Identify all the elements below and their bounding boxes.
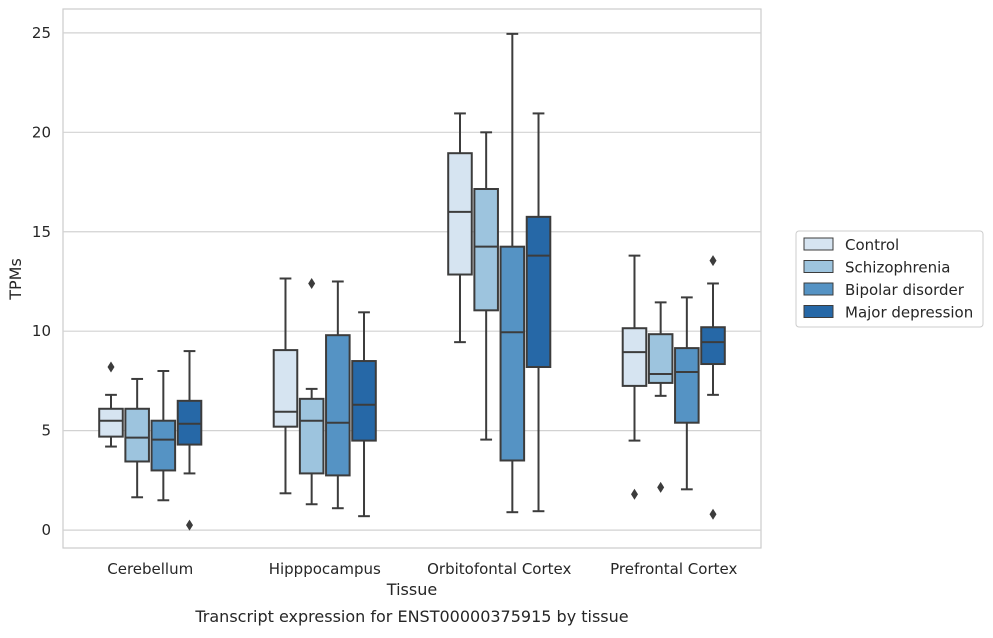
- y-tick-label: 5: [41, 422, 51, 440]
- box-iqr: [325, 334, 351, 477]
- box-iqr: [473, 187, 499, 312]
- box-group: [674, 296, 700, 491]
- legend-label: Control: [845, 236, 899, 254]
- box-group: [473, 131, 499, 441]
- box-iqr: [447, 152, 473, 276]
- legend-swatch: [803, 260, 834, 273]
- x-tick-labels: Cerebellum Hipppocampus Orbitofontal Corte…: [107, 560, 737, 578]
- box-group: [499, 32, 526, 514]
- legend-label: Schizophrenia: [845, 259, 950, 277]
- outlier-point: [630, 488, 638, 500]
- x-axis-label: Tissue: [386, 580, 437, 599]
- legend-swatch: [803, 282, 834, 296]
- y-tick-labels: 0 5 10 15 20 25: [32, 24, 51, 539]
- box-iqr: [647, 333, 674, 384]
- box-iqr: [298, 397, 325, 475]
- box-group: [150, 369, 177, 502]
- outlier-point: [107, 361, 115, 373]
- box-iqr: [700, 326, 726, 366]
- outlier-point: [308, 277, 316, 289]
- box-iqr: [272, 349, 299, 428]
- outlier-point: [709, 255, 717, 267]
- boxes: [98, 32, 726, 531]
- box-group: [351, 311, 377, 518]
- box-group: [298, 277, 325, 506]
- box-iqr: [674, 347, 700, 424]
- box-group: [124, 377, 150, 499]
- x-tick-label: Cerebellum: [107, 560, 193, 578]
- box-group: [98, 361, 124, 448]
- box-group: [176, 350, 203, 531]
- y-tick-label: 0: [41, 521, 51, 539]
- y-tick-label: 10: [32, 322, 51, 340]
- box-group: [325, 280, 351, 510]
- box-group: [447, 112, 473, 344]
- box-iqr: [525, 215, 552, 369]
- box-iqr: [499, 245, 526, 462]
- y-tick-label: 20: [32, 123, 51, 141]
- legend: Control Schizophrenia Bipolar disorder Majo…: [795, 230, 984, 328]
- y-axis-label: TPMs: [6, 258, 25, 301]
- x-tick-label: Orbitofontal Cortex: [427, 560, 571, 578]
- legend-label: Bipolar disorder: [845, 281, 965, 299]
- box-iqr: [124, 407, 150, 463]
- outlier-point: [657, 481, 665, 493]
- y-tick-label: 15: [32, 223, 51, 241]
- box-group: [621, 254, 648, 500]
- outlier-point: [186, 519, 194, 531]
- box-group: [525, 112, 552, 513]
- legend-swatch: [803, 305, 834, 318]
- box-group: [272, 277, 299, 495]
- x-tick-label: Hipppocampus: [269, 560, 381, 578]
- legend-swatch: [803, 237, 834, 251]
- y-tick-label: 25: [32, 24, 51, 42]
- box-iqr: [351, 360, 377, 442]
- plot-area: [62, 8, 762, 549]
- chart-caption: Transcript expression for ENST0000037591…: [194, 607, 628, 626]
- box-group: [647, 301, 674, 493]
- x-tick-label: Prefrontal Cortex: [610, 560, 737, 578]
- box-iqr: [621, 327, 648, 387]
- outlier-point: [709, 508, 717, 520]
- box-iqr: [150, 419, 177, 472]
- legend-frame: [795, 230, 984, 328]
- legend-label: Major depression: [845, 304, 973, 322]
- box-group: [700, 255, 726, 520]
- box-iqr: [98, 407, 124, 438]
